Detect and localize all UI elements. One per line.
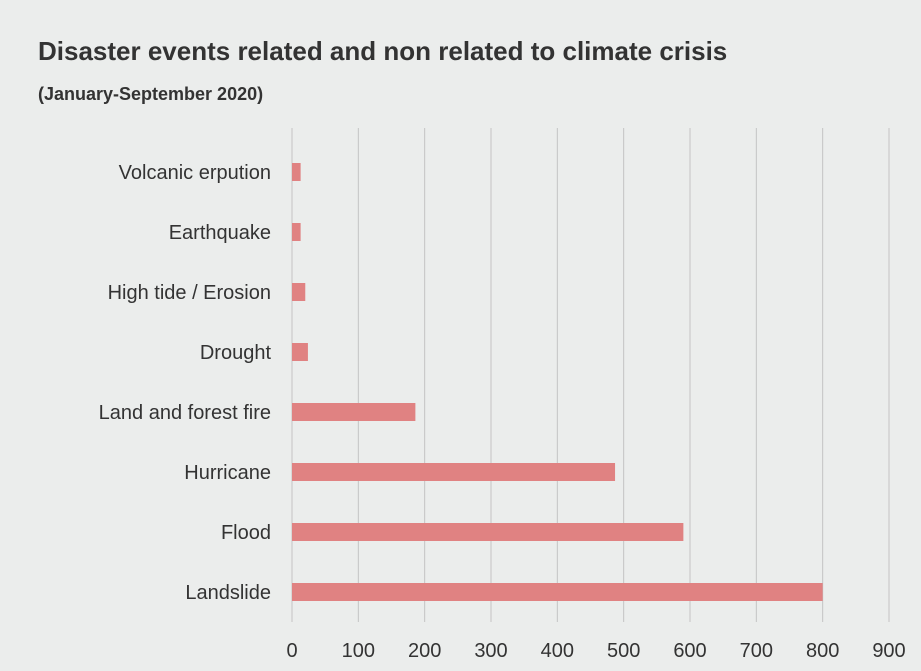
- bar-flood: [292, 523, 684, 541]
- chart-subtitle: (January-September 2020): [38, 84, 264, 104]
- category-label: Flood: [221, 522, 271, 544]
- chart-title: Disaster events related and non related …: [38, 36, 728, 66]
- x-tick-label: 800: [806, 640, 839, 662]
- category-label: Drought: [200, 342, 272, 364]
- x-tick-label: 200: [408, 640, 441, 662]
- x-tick-label: 700: [740, 640, 773, 662]
- bars: [292, 163, 823, 601]
- bar-high-tide-erosion: [292, 283, 306, 301]
- category-label: Hurricane: [184, 462, 271, 484]
- bar-volcanic-erpution: [292, 163, 301, 181]
- x-tick-label: 900: [872, 640, 905, 662]
- x-tick-label: 500: [607, 640, 640, 662]
- category-label: High tide / Erosion: [108, 282, 271, 304]
- gridlines: [291, 128, 890, 622]
- bar-earthquake: [292, 223, 301, 241]
- x-tick-labels: 0 100 200 300 400 500 600 700 800 900: [286, 640, 905, 662]
- x-tick-label: 300: [474, 640, 507, 662]
- bar-drought: [292, 343, 308, 361]
- bar-hurricane: [292, 463, 616, 481]
- x-tick-label: 600: [673, 640, 706, 662]
- x-tick-label: 0: [286, 640, 297, 662]
- bar-land-and-forest-fire: [292, 403, 416, 421]
- category-labels: Landslide Flood Hurricane Land and forest f…: [99, 162, 272, 604]
- category-label: Landslide: [185, 582, 271, 604]
- bar-landslide: [292, 583, 823, 601]
- x-tick-label: 100: [342, 640, 375, 662]
- x-tick-label: 400: [541, 640, 574, 662]
- category-label: Volcanic erpution: [119, 162, 271, 184]
- category-label: Earthquake: [169, 222, 271, 244]
- category-label: Land and forest fire: [99, 402, 271, 424]
